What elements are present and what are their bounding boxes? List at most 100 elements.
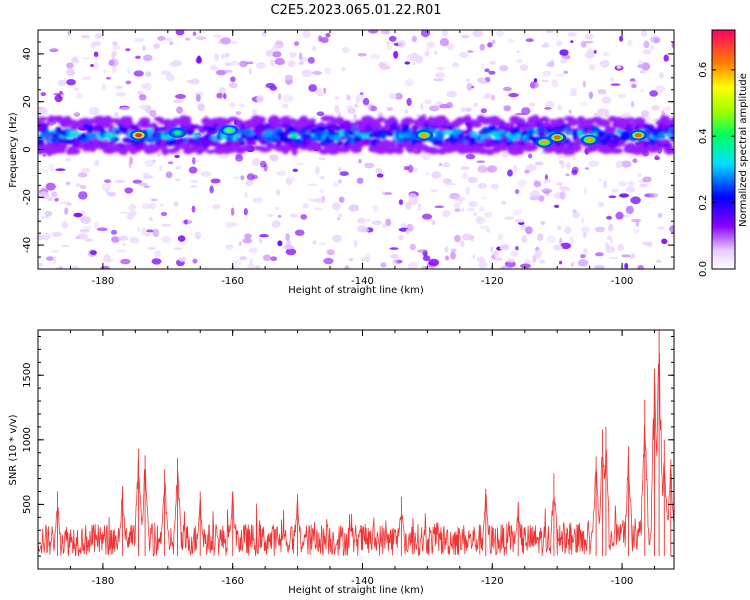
noise-blob <box>223 93 227 100</box>
noise-blob <box>277 215 282 218</box>
noise-blob <box>141 83 148 89</box>
figure-title: C2E5.2023.065.01.22.R01 <box>270 3 441 18</box>
noise-blob <box>216 92 223 99</box>
noise-blob <box>502 152 509 158</box>
noise-blob <box>594 252 604 257</box>
noise-blob <box>300 214 308 220</box>
noise-blob <box>559 237 563 246</box>
noise-blob <box>316 111 325 116</box>
noise-blob <box>480 79 487 85</box>
band-cell <box>670 117 674 126</box>
x-tick-label: -160 <box>221 276 244 287</box>
noise-blob <box>610 83 621 86</box>
noise-blob <box>272 50 282 58</box>
noise-blob <box>134 37 145 43</box>
noise-blob <box>139 104 149 110</box>
noise-blob <box>637 60 643 66</box>
noise-blob <box>311 70 323 75</box>
noise-blob <box>516 59 523 63</box>
noise-blob <box>571 166 579 174</box>
noise-blob <box>446 90 458 98</box>
band-cell <box>596 130 606 138</box>
noise-blob <box>392 257 398 266</box>
noise-blob <box>313 207 322 211</box>
noise-blob <box>103 69 107 75</box>
noise-blob <box>169 61 180 67</box>
noise-blob <box>621 254 631 258</box>
noise-blob <box>38 191 50 200</box>
noise-blob <box>152 159 156 163</box>
noise-blob <box>70 57 80 64</box>
noise-blob <box>382 190 386 196</box>
noise-blob <box>580 40 587 48</box>
noise-blob <box>524 169 530 174</box>
band-cell <box>58 142 68 151</box>
noise-blob <box>246 61 254 65</box>
noise-blob <box>649 193 659 198</box>
noise-blob <box>663 54 669 62</box>
noise-blob <box>601 96 612 104</box>
noise-blob <box>422 255 431 262</box>
noise-blob <box>52 255 57 264</box>
noise-blob <box>424 99 432 105</box>
noise-blob <box>619 35 624 42</box>
noise-blob <box>220 37 231 45</box>
noise-blob <box>580 254 586 259</box>
band-cell <box>43 129 51 138</box>
noise-blob <box>122 242 126 247</box>
noise-blob <box>233 176 240 180</box>
noise-blob <box>380 262 387 268</box>
noise-blob <box>243 208 248 216</box>
spectrogram-hotspot <box>629 130 648 141</box>
noise-blob <box>151 258 162 265</box>
noise-blob <box>357 52 367 57</box>
noise-blob <box>61 221 69 229</box>
noise-blob <box>270 155 279 162</box>
noise-blob <box>649 90 659 97</box>
noise-blob <box>584 40 594 44</box>
noise-blob <box>337 178 343 184</box>
colorbar-gradient <box>711 29 736 270</box>
band-cell <box>669 130 674 136</box>
noise-blob <box>643 40 650 49</box>
noise-blob <box>281 103 289 109</box>
noise-blob <box>296 162 304 166</box>
band-cell <box>72 149 81 154</box>
noise-blob <box>132 179 143 184</box>
noise-blob <box>615 211 624 220</box>
noise-blob <box>608 195 617 199</box>
noise-blob <box>115 85 123 90</box>
noise-blob <box>149 109 157 117</box>
noise-blob <box>454 208 461 213</box>
band-cell <box>89 144 101 150</box>
noise-blob <box>554 73 566 77</box>
noise-blob <box>603 51 609 57</box>
noise-blob <box>439 104 451 109</box>
band-cell <box>435 131 445 140</box>
noise-blob <box>641 30 647 38</box>
noise-blob <box>543 178 548 185</box>
noise-blob <box>339 152 347 156</box>
noise-blob <box>276 189 281 196</box>
noise-blob <box>433 50 438 55</box>
noise-blob <box>356 177 364 184</box>
noise-blob <box>66 62 74 69</box>
noise-blob <box>397 39 406 48</box>
noise-blob <box>521 235 528 244</box>
noise-blob <box>658 213 663 218</box>
noise-blob <box>75 236 81 240</box>
noise-blob <box>564 226 572 235</box>
noise-blob <box>584 51 595 59</box>
x-tick-label: -120 <box>481 576 504 587</box>
noise-blob <box>79 185 87 189</box>
band-cell <box>152 125 160 134</box>
noise-blob <box>541 80 550 83</box>
noise-blob <box>325 33 331 38</box>
noise-blob <box>642 176 652 183</box>
noise-blob <box>525 226 533 235</box>
noise-blob <box>420 103 424 111</box>
band-cell <box>402 124 410 131</box>
noise-blob <box>188 166 198 174</box>
band-cell <box>618 139 626 147</box>
noise-blob <box>453 203 460 209</box>
